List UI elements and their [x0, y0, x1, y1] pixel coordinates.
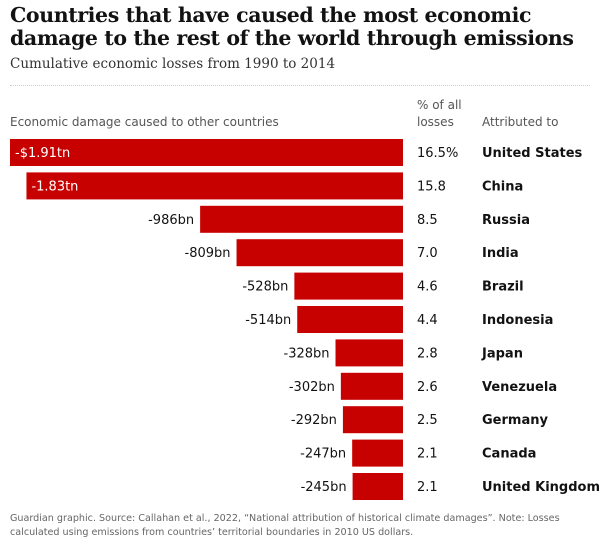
country-label: Brazil	[482, 280, 524, 295]
bar-value-label: -986bn	[148, 213, 194, 228]
header-divider	[10, 85, 590, 86]
percent-label: 2.5	[417, 413, 438, 428]
chart-title: Countries that have caused the most econ…	[10, 3, 574, 50]
bar-value-label: -528bn	[242, 280, 288, 295]
country-label: Japan	[481, 346, 523, 361]
bar-canada	[352, 439, 403, 467]
country-label: Indonesia	[482, 313, 553, 328]
bar-value-label: -292bn	[291, 413, 337, 428]
source-note: Guardian graphic. Source: Callahan et al…	[10, 513, 560, 538]
percent-label: 4.6	[417, 280, 438, 295]
bar-united-kingdom	[352, 473, 403, 500]
country-label: Canada	[482, 447, 536, 462]
percent-label: 7.0	[417, 246, 438, 261]
bar-value-label: -245bn	[301, 480, 347, 495]
percent-label: 2.1	[417, 447, 438, 462]
bar-chart: -$1.91tn 16.5% United States -1.83tn 15.8 Chi…	[10, 139, 600, 500]
bar-value-label: -1.83tn	[31, 179, 78, 194]
bar-russia	[200, 205, 403, 233]
bar-united-states	[10, 139, 403, 166]
bar-brazil	[294, 272, 403, 300]
bar-value-label: -302bn	[289, 380, 335, 395]
country-label: United States	[482, 146, 583, 161]
percent-label: 15.8	[417, 179, 446, 194]
country-label: India	[482, 246, 519, 261]
bar-value-label: -$1.91tn	[15, 146, 70, 161]
bar-value-label: -514bn	[245, 313, 291, 328]
country-label: Germany	[482, 413, 548, 428]
percent-label: 2.6	[417, 380, 438, 395]
country-column-header: Attributed to	[482, 115, 559, 129]
percent-label: 16.5%	[417, 146, 458, 161]
percent-label: 4.4	[417, 313, 438, 328]
bar-value-label: -247bn	[300, 447, 346, 462]
country-label: China	[482, 179, 523, 194]
country-label: Venezuela	[482, 380, 557, 395]
bar-india	[236, 239, 403, 267]
bar-china	[26, 172, 404, 200]
chart-subtitle: Cumulative economic losses from 1990 to …	[10, 56, 336, 72]
bar-venezuela	[340, 372, 403, 400]
bar-indonesia	[297, 306, 403, 333]
bar-value-label: -809bn	[185, 246, 231, 261]
country-label: United Kingdom	[482, 480, 600, 495]
country-label: Russia	[482, 213, 530, 228]
percent-label: 2.8	[417, 346, 438, 361]
percent-label: 2.1	[417, 480, 438, 495]
bar-japan	[335, 339, 403, 367]
damage-column-header: Economic damage caused to other countrie…	[10, 115, 279, 129]
percent-column-header: % of all losses	[417, 98, 462, 129]
bar-germany	[342, 406, 403, 434]
percent-label: 8.5	[417, 213, 438, 228]
bar-value-label: -328bn	[284, 346, 330, 361]
